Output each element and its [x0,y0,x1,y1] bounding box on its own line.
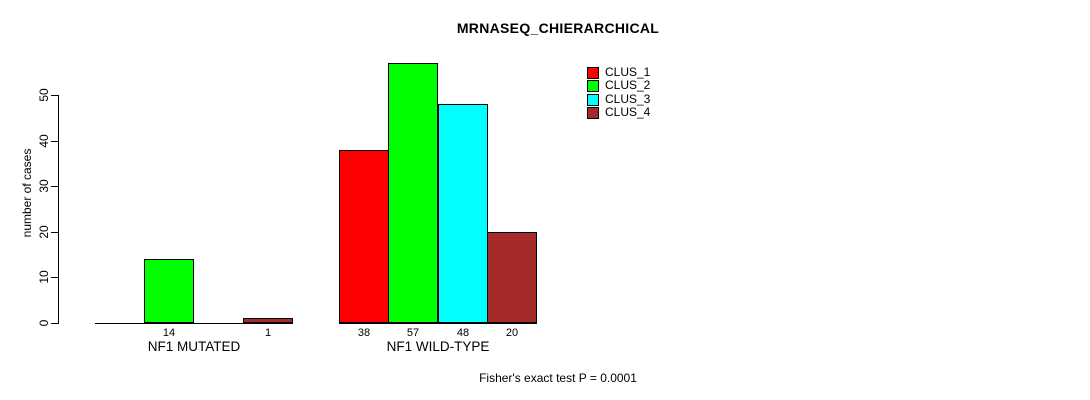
bar-value-label: 20 [505,327,519,339]
legend-item-clus_1: CLUS_1 [587,66,650,79]
bar-clus_2-group2 [388,63,438,323]
group-baseline [95,323,293,324]
bar-value-label: 48 [456,327,470,339]
group-label-1: NF1 MUTATED [147,339,241,354]
y-tick-label: 30 [37,179,51,193]
bar-value-label: 1 [264,327,272,339]
bar-clus_4-group1 [243,318,293,323]
y-tick [51,141,58,142]
y-tick [51,95,58,96]
annotation-text: Fisher's exact test P = 0.0001 [479,371,637,385]
group-baseline [339,323,537,324]
bar-clus_2-group1 [144,259,194,323]
y-tick [51,323,58,324]
y-tick-label: 50 [37,88,51,102]
legend-swatch-icon [587,106,599,119]
y-tick-label: 40 [37,134,51,148]
legend-label: CLUS_1 [605,65,651,79]
bar-value-label: 14 [162,327,176,339]
y-tick-label: 20 [37,225,51,239]
group-label-2: NF1 WILD-TYPE [386,339,490,354]
y-tick [51,277,58,278]
legend-item-clus_2: CLUS_2 [587,79,650,92]
chart-title: MRNASEQ_CHIERARCHICAL [456,20,660,36]
y-tick [51,186,58,187]
y-tick-label: 10 [37,270,51,284]
legend-swatch-icon [587,93,599,106]
bar-value-label: 38 [357,327,371,339]
bar-clus_4-group2 [487,232,537,323]
legend-item-clus_4: CLUS_4 [587,106,650,119]
bar-clus_3-group2 [438,104,488,323]
y-tick [51,232,58,233]
bar-value-label: 57 [406,327,420,339]
legend-swatch-icon [587,66,599,79]
legend-swatch-icon [587,79,599,92]
bar-clus_1-group2 [339,150,389,323]
legend-label: CLUS_2 [605,78,651,92]
legend-label: CLUS_4 [605,105,651,119]
legend-label: CLUS_3 [605,92,651,106]
legend-item-clus_3: CLUS_3 [587,93,650,106]
y-axis-line [58,95,59,324]
y-axis-title: number of cases [20,148,34,238]
y-tick-label: 0 [37,319,51,327]
